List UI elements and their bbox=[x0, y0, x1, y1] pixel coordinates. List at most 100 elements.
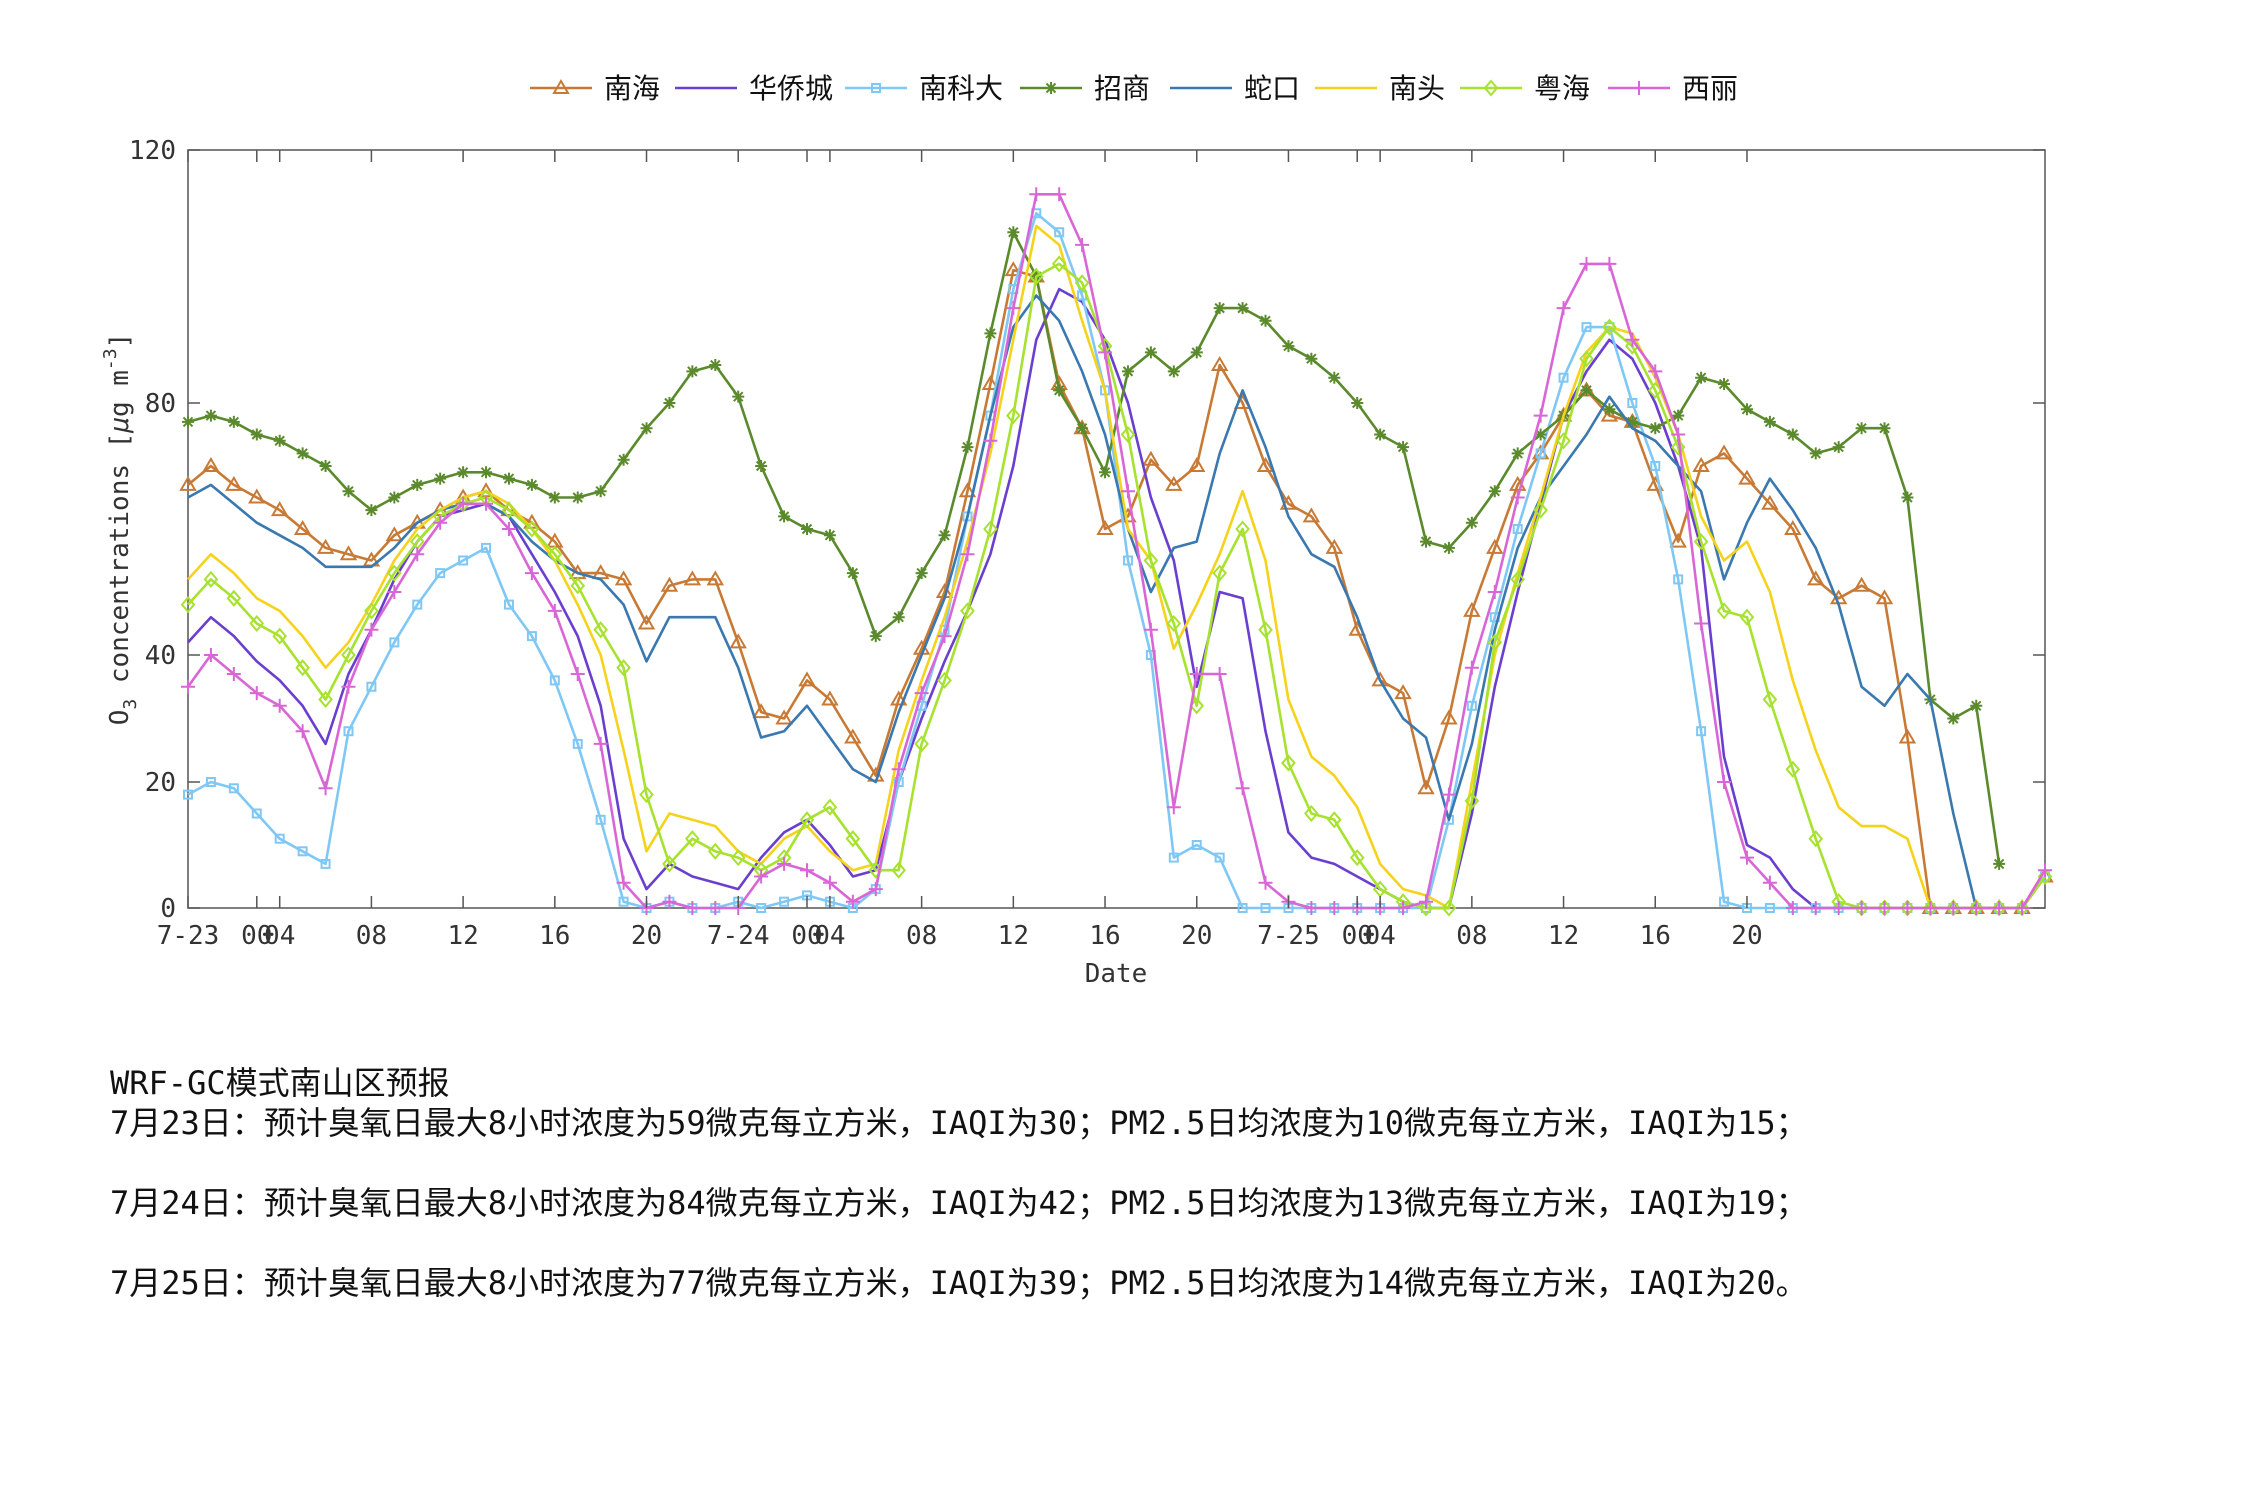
x-tick-label: 20 bbox=[1181, 921, 1212, 951]
caption-line-0725: 7月25日：预计臭氧日最大8小时浓度为77微克每立方米，IAQI为39；PM2.… bbox=[110, 1264, 1808, 1302]
data-point bbox=[938, 529, 951, 542]
data-point bbox=[915, 567, 928, 580]
data-point bbox=[1534, 428, 1547, 441]
data-point bbox=[660, 576, 679, 592]
data-point bbox=[1533, 501, 1548, 519]
data-point bbox=[1418, 899, 1434, 917]
data-point bbox=[937, 671, 952, 689]
data-point bbox=[183, 789, 193, 800]
data-point bbox=[662, 894, 677, 909]
data-point bbox=[1004, 261, 1023, 277]
data-point bbox=[937, 629, 952, 644]
data-point bbox=[570, 577, 586, 595]
data-point bbox=[1075, 237, 1090, 252]
data-point bbox=[1028, 267, 1044, 286]
data-point bbox=[754, 869, 769, 884]
data-point bbox=[1167, 365, 1180, 378]
data-point bbox=[524, 520, 540, 538]
legend-label: 南海 bbox=[604, 72, 660, 105]
series-4 bbox=[182, 226, 2006, 870]
data-point bbox=[708, 901, 723, 915]
data-point bbox=[1441, 787, 1456, 802]
y-tick-label: 0 bbox=[160, 894, 176, 924]
data-point bbox=[1074, 274, 1090, 292]
data-point bbox=[639, 786, 654, 804]
data-point bbox=[1487, 585, 1502, 599]
data-point bbox=[1831, 901, 1846, 915]
data-point bbox=[893, 777, 904, 787]
data-point bbox=[272, 627, 288, 645]
data-point bbox=[1648, 364, 1663, 379]
data-point bbox=[1946, 901, 1961, 915]
series-line bbox=[187, 230, 2001, 865]
legend-marker bbox=[1632, 81, 1646, 95]
data-point bbox=[1511, 447, 1524, 460]
data-point bbox=[549, 675, 560, 686]
data-point bbox=[1371, 671, 1389, 687]
data-point bbox=[958, 482, 977, 498]
data-point bbox=[1166, 614, 1182, 633]
series-line bbox=[186, 193, 2047, 910]
series-2 bbox=[187, 287, 2047, 910]
data-point bbox=[1739, 608, 1755, 626]
data-point bbox=[1302, 507, 1321, 523]
data-point bbox=[1672, 409, 1685, 422]
data-point bbox=[225, 475, 243, 491]
data-point bbox=[1007, 226, 1020, 239]
data-point bbox=[891, 762, 906, 777]
data-point bbox=[914, 735, 929, 753]
x-tick-label: 12 bbox=[1548, 921, 1579, 951]
data-point bbox=[1374, 428, 1387, 441]
data-point bbox=[1191, 840, 1202, 850]
x-tick-label: 12 bbox=[447, 921, 478, 951]
x-axis-label: Date bbox=[1085, 959, 1148, 989]
series-6 bbox=[187, 224, 2047, 910]
data-point bbox=[249, 614, 265, 633]
data-point bbox=[822, 798, 838, 816]
x-tick-label: 00 bbox=[241, 921, 272, 951]
data-point bbox=[341, 679, 356, 694]
data-point bbox=[1738, 469, 1756, 485]
data-point bbox=[458, 555, 469, 566]
x-tick-label: 20 bbox=[1731, 921, 1762, 951]
data-point bbox=[1855, 422, 1868, 435]
data-point bbox=[343, 726, 354, 737]
data-point bbox=[226, 667, 241, 682]
data-point bbox=[617, 453, 630, 466]
legend-label: 西丽 bbox=[1682, 72, 1738, 105]
data-point bbox=[1144, 346, 1157, 359]
data-point bbox=[1649, 422, 1662, 435]
data-point bbox=[364, 622, 379, 637]
data-point bbox=[1256, 457, 1275, 472]
data-point bbox=[274, 833, 285, 844]
data-point bbox=[1785, 760, 1801, 778]
data-point bbox=[1212, 667, 1227, 682]
data-point bbox=[593, 621, 608, 639]
data-point bbox=[618, 896, 629, 907]
x-tick-label: 16 bbox=[1640, 921, 1671, 951]
data-point bbox=[1328, 371, 1341, 384]
data-point bbox=[1052, 187, 1067, 202]
data-point bbox=[1533, 408, 1548, 423]
data-point bbox=[1143, 551, 1159, 570]
data-point bbox=[1488, 485, 1501, 498]
data-point bbox=[2038, 863, 2052, 878]
legend: 南海 华侨城 南科大 招商 蛇口 南头 粤海 西丽 bbox=[530, 72, 1738, 105]
data-point bbox=[1099, 466, 1112, 479]
series-3 bbox=[183, 208, 2050, 913]
data-point bbox=[2037, 867, 2053, 886]
data-point bbox=[640, 422, 653, 435]
data-point bbox=[1786, 428, 1799, 441]
series-line bbox=[187, 287, 2047, 910]
data-point bbox=[1600, 406, 1619, 422]
data-point bbox=[1692, 457, 1710, 472]
data-point bbox=[686, 365, 699, 378]
data-point bbox=[524, 566, 539, 581]
data-point bbox=[1784, 520, 1802, 535]
data-point bbox=[435, 568, 446, 579]
data-point bbox=[1579, 256, 1594, 271]
data-point bbox=[318, 690, 333, 708]
data-point bbox=[572, 738, 583, 749]
data-point bbox=[729, 633, 747, 649]
